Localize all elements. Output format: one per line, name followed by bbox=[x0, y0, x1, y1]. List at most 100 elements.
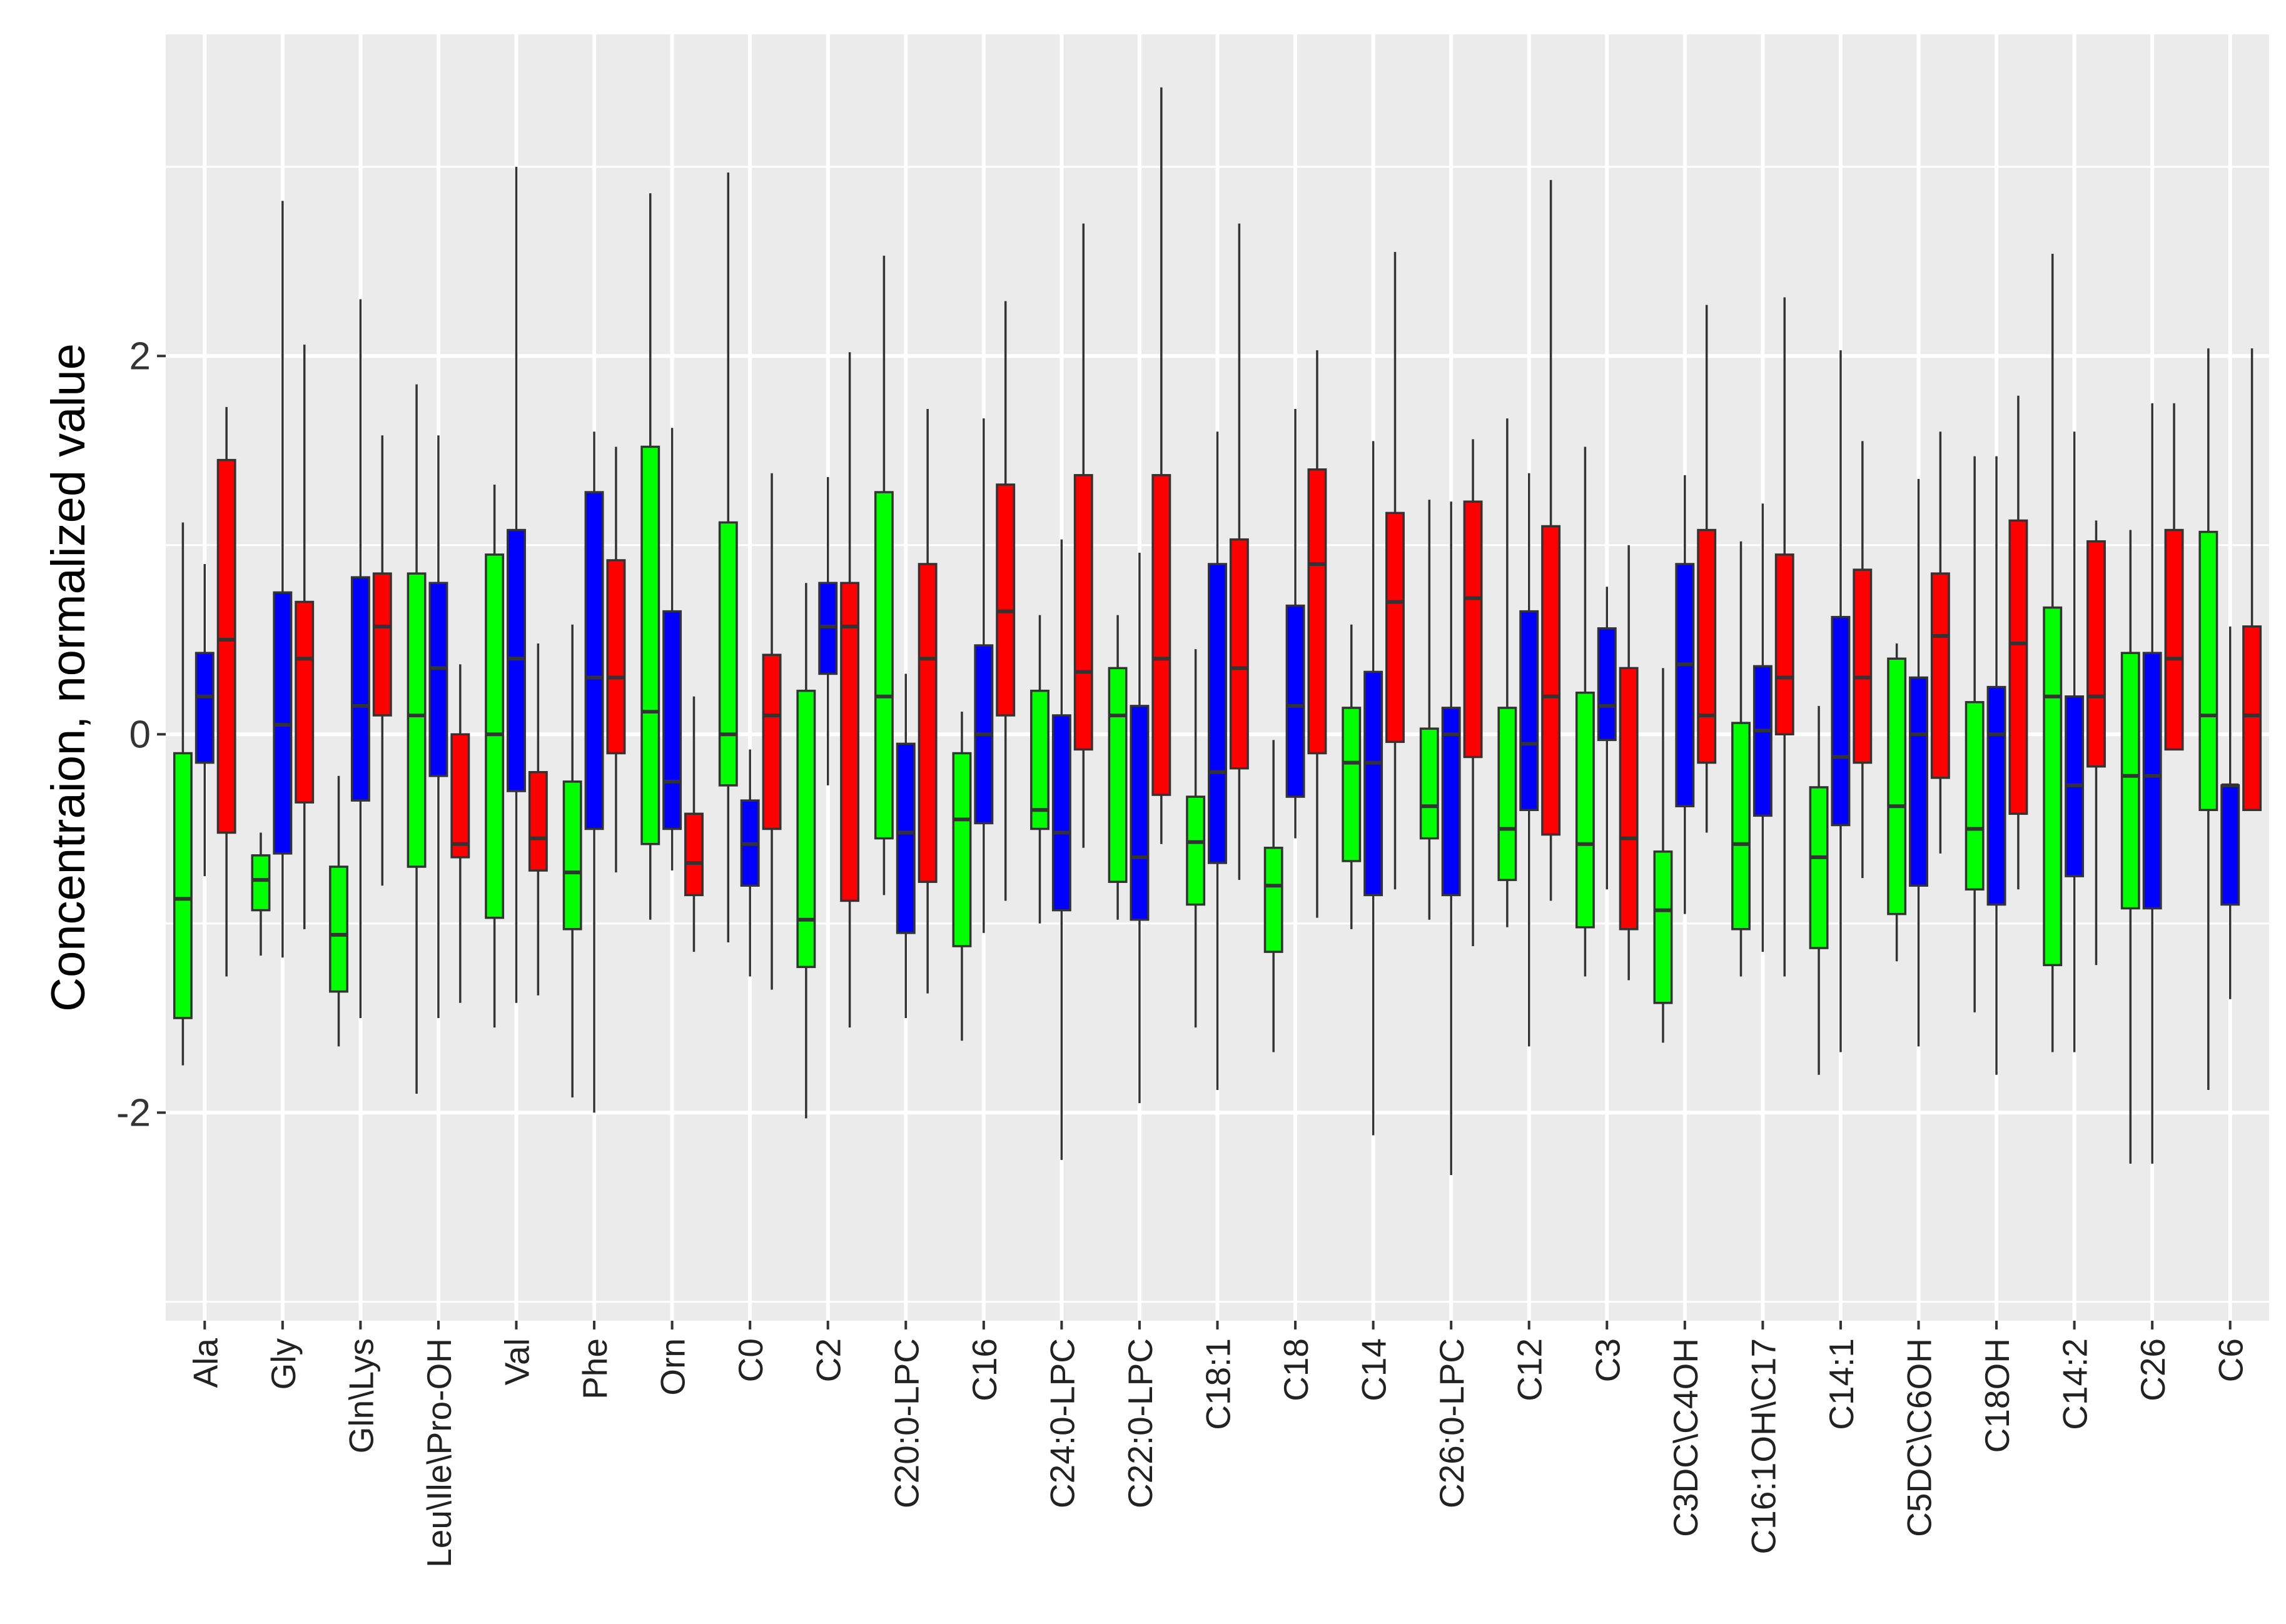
box bbox=[2198, 530, 2218, 811]
box bbox=[640, 445, 660, 845]
box bbox=[1930, 572, 1950, 779]
box bbox=[216, 458, 236, 834]
box-group bbox=[796, 352, 860, 1119]
box bbox=[1887, 657, 1907, 915]
x-tick-label: Leu\Ile\Pro-OH bbox=[420, 1338, 458, 1568]
x-tick-label: C16:1OH\C17 bbox=[1744, 1338, 1783, 1554]
box bbox=[1519, 610, 1539, 811]
x-tick-label: C14:2 bbox=[2056, 1338, 2095, 1430]
box bbox=[918, 563, 938, 883]
box bbox=[684, 812, 704, 897]
box bbox=[372, 572, 392, 717]
box-group bbox=[407, 384, 470, 1094]
box bbox=[896, 742, 916, 934]
box-group bbox=[718, 172, 782, 990]
x-tick-label: C6 bbox=[2212, 1338, 2250, 1382]
box-group bbox=[640, 193, 704, 952]
box-group bbox=[2120, 403, 2184, 1164]
box-group bbox=[1186, 223, 1249, 1090]
box bbox=[1441, 707, 1461, 897]
box bbox=[295, 600, 315, 804]
x-tick-label: C18:1 bbox=[1199, 1338, 1238, 1430]
box bbox=[507, 528, 526, 792]
box bbox=[329, 865, 348, 993]
box-group bbox=[329, 299, 392, 1047]
box bbox=[450, 733, 470, 859]
box bbox=[1263, 847, 1283, 953]
box bbox=[1497, 707, 1517, 881]
box-group bbox=[1342, 251, 1405, 1136]
box bbox=[251, 854, 271, 912]
y-tick-label: 2 bbox=[129, 335, 151, 378]
box bbox=[1186, 795, 1206, 906]
box bbox=[796, 689, 816, 969]
box-group bbox=[173, 406, 236, 1066]
box bbox=[1619, 667, 1639, 931]
box bbox=[1774, 553, 1794, 735]
box bbox=[350, 576, 370, 802]
box bbox=[1463, 500, 1483, 759]
box bbox=[952, 752, 972, 947]
box bbox=[2164, 528, 2184, 751]
box bbox=[874, 491, 894, 840]
box bbox=[1541, 525, 1561, 836]
box bbox=[1051, 714, 1071, 912]
y-axis-ticks: -2 0 2 bbox=[116, 335, 166, 1134]
box bbox=[1965, 701, 1985, 891]
box bbox=[2086, 540, 2106, 768]
x-tick-label: C0 bbox=[731, 1338, 770, 1382]
x-tick-label: Val bbox=[498, 1338, 537, 1385]
box-group bbox=[1497, 179, 1561, 1047]
box-group bbox=[1030, 223, 1093, 1160]
x-tick-label: C20:0-LPC bbox=[887, 1338, 926, 1508]
box bbox=[1419, 727, 1439, 840]
box bbox=[528, 771, 548, 872]
x-tick-label: C18OH bbox=[1978, 1338, 2016, 1453]
box bbox=[1229, 538, 1249, 770]
box bbox=[840, 582, 860, 902]
x-tick-label: C18 bbox=[1277, 1338, 1315, 1401]
box bbox=[407, 572, 427, 868]
box bbox=[1030, 689, 1049, 830]
box bbox=[996, 483, 1016, 717]
y-axis-label: Concentraion, normalized value bbox=[42, 343, 95, 1012]
box bbox=[584, 491, 604, 830]
y-tick-label: -2 bbox=[116, 1091, 151, 1134]
box bbox=[1809, 786, 1829, 949]
box bbox=[485, 553, 505, 919]
x-tick-label: C3DC\C4OH bbox=[1666, 1338, 1705, 1537]
box-group bbox=[1731, 297, 1794, 977]
box bbox=[662, 610, 682, 830]
box-group bbox=[874, 255, 938, 1018]
box bbox=[1575, 691, 1595, 929]
box bbox=[1108, 667, 1128, 883]
box-group bbox=[1575, 446, 1639, 981]
box bbox=[2008, 519, 2028, 815]
box-series bbox=[173, 87, 2262, 1176]
box bbox=[1986, 685, 2006, 906]
x-tick-label: Ala bbox=[186, 1338, 225, 1388]
box-group bbox=[2198, 348, 2262, 1090]
box bbox=[1363, 670, 1383, 897]
box-group bbox=[1263, 350, 1327, 1052]
box bbox=[2142, 652, 2162, 910]
box bbox=[1208, 563, 1227, 864]
box bbox=[1385, 512, 1405, 744]
box bbox=[1853, 568, 1873, 764]
box bbox=[1752, 665, 1773, 817]
x-tick-label: C14 bbox=[1355, 1338, 1393, 1401]
box bbox=[1342, 707, 1362, 862]
box-group bbox=[1419, 439, 1483, 1176]
box bbox=[1307, 468, 1327, 755]
box bbox=[1909, 676, 1928, 887]
box bbox=[1675, 563, 1695, 807]
box-group bbox=[1965, 395, 2028, 1075]
box-group bbox=[562, 431, 626, 1113]
box bbox=[1831, 615, 1851, 827]
box-group bbox=[1108, 87, 1171, 1104]
box bbox=[1697, 528, 1717, 764]
box bbox=[273, 591, 293, 855]
box bbox=[1130, 705, 1150, 921]
x-tick-label: C12 bbox=[1510, 1338, 1549, 1401]
x-tick-label: C22:0-LPC bbox=[1121, 1338, 1160, 1508]
